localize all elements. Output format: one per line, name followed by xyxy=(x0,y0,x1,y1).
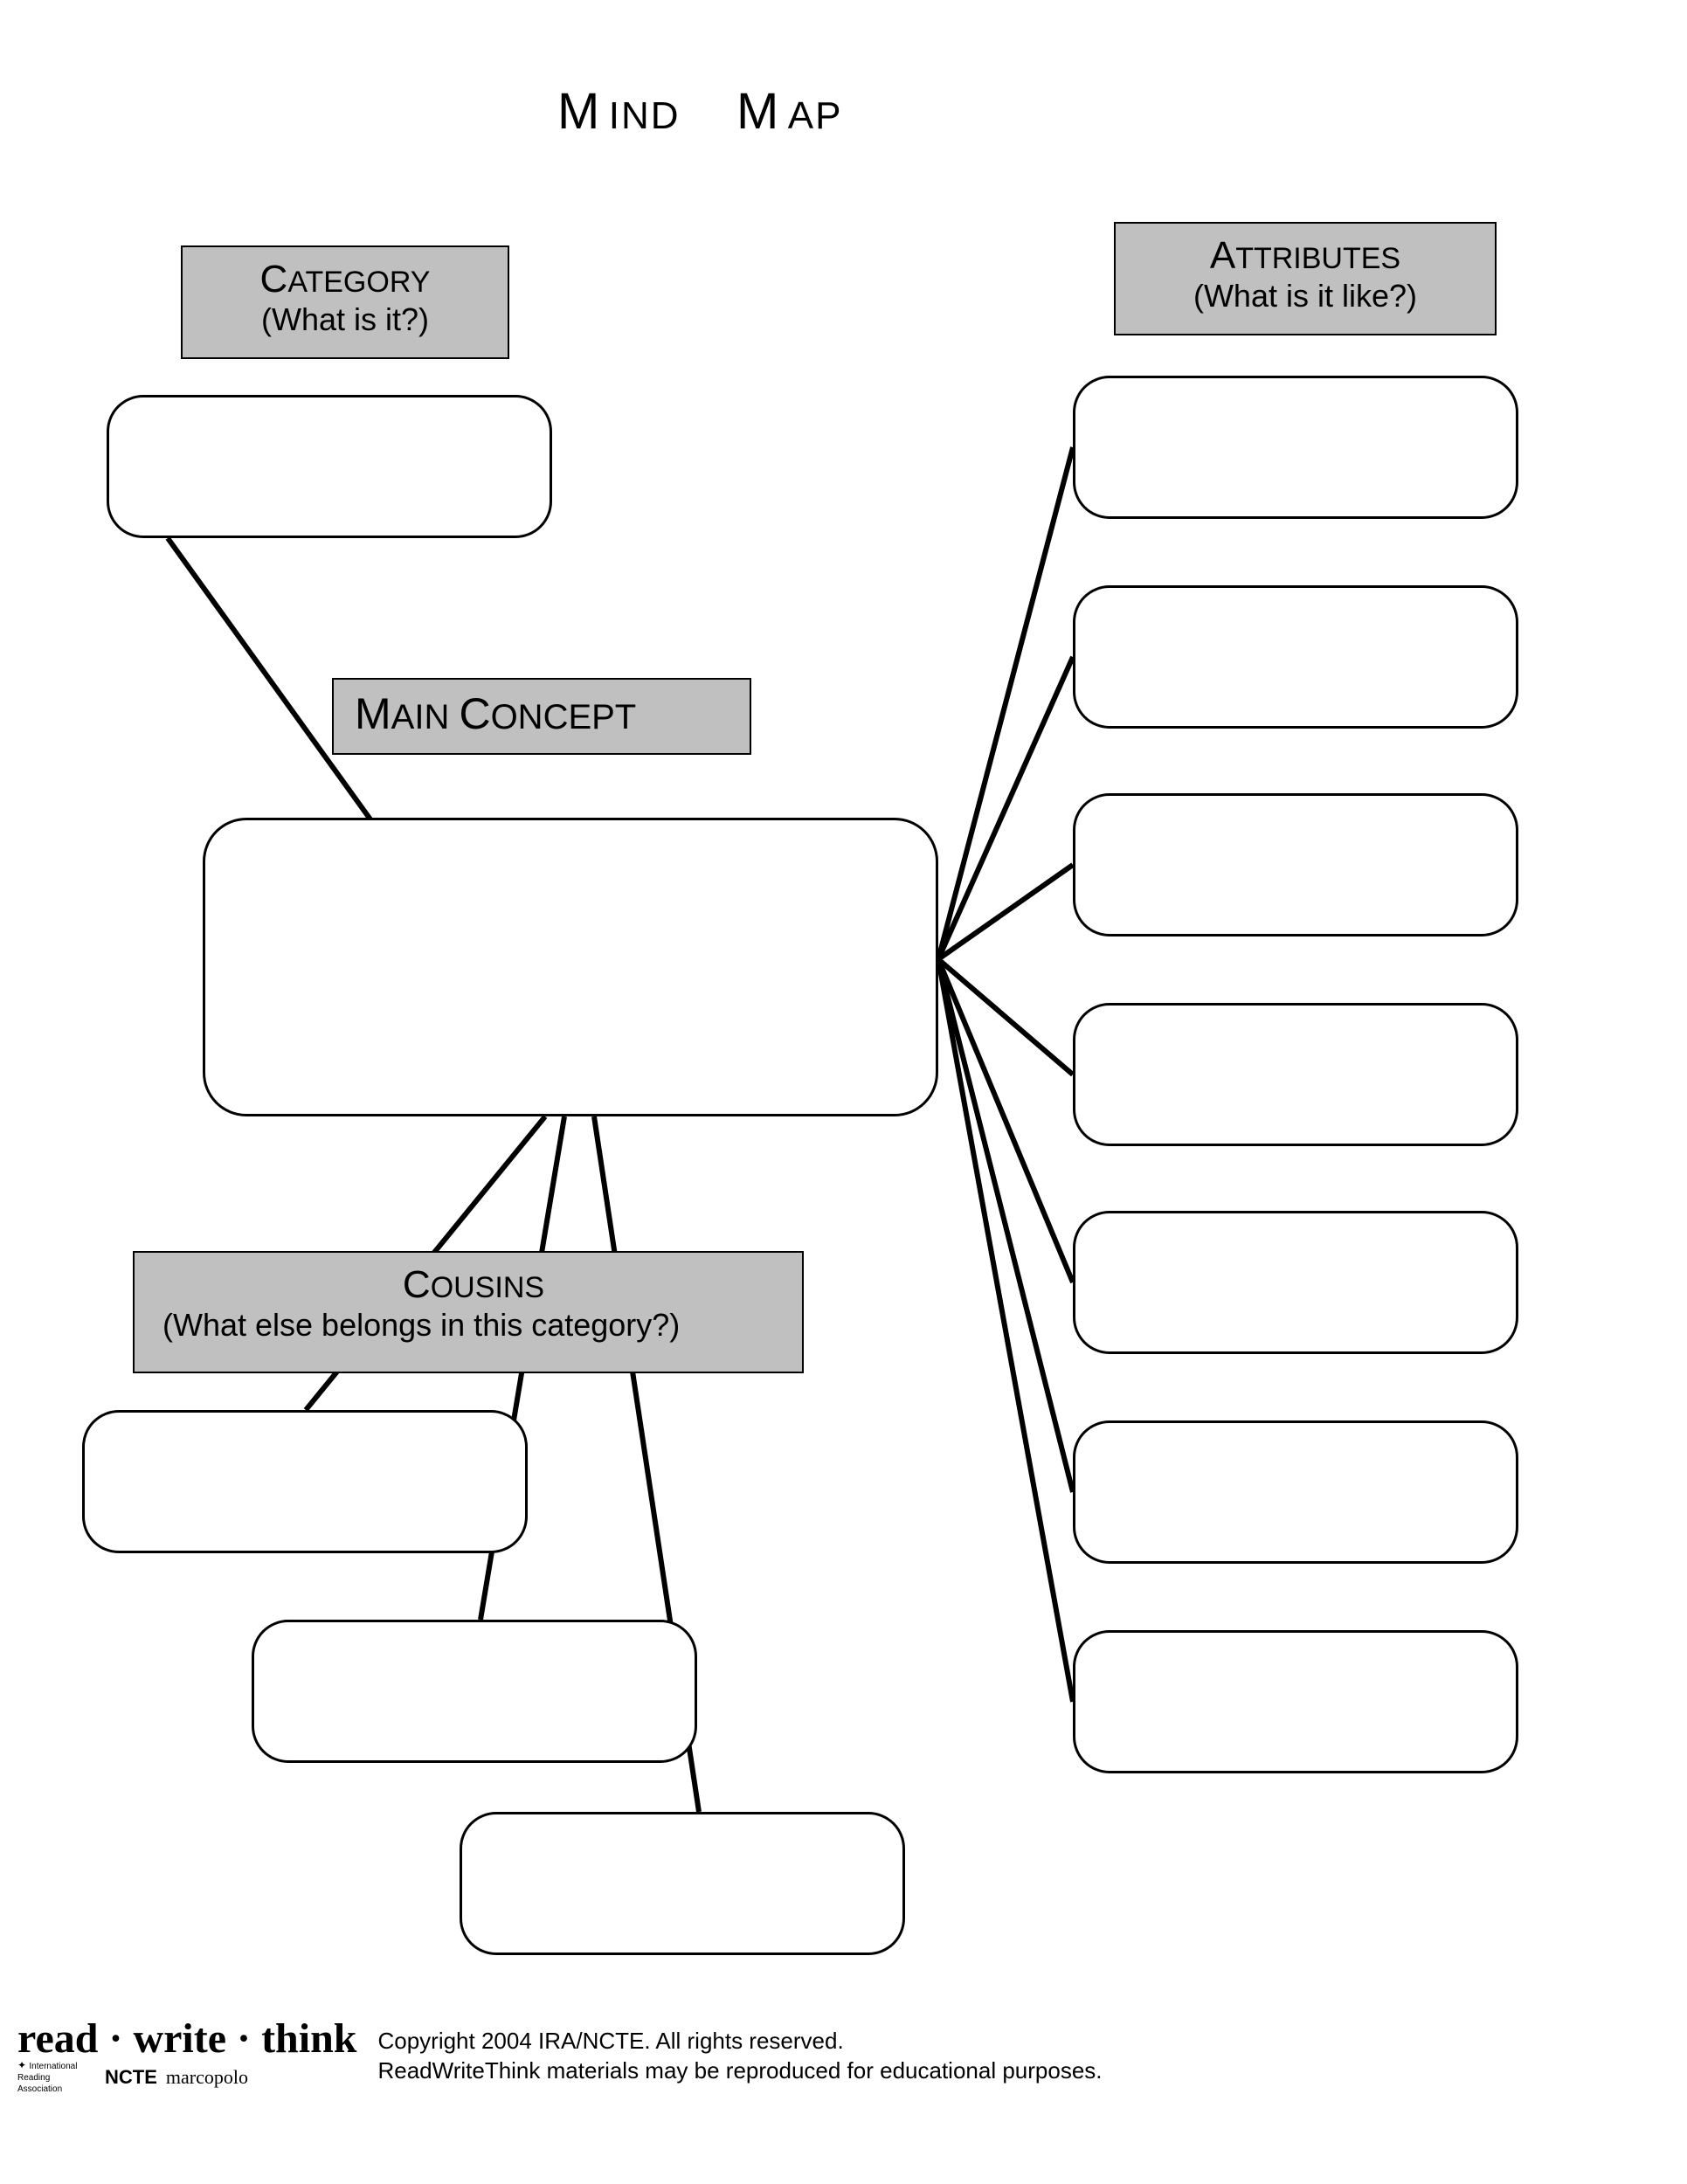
footer-ira-icon: ✦ International Reading Association xyxy=(17,2060,96,2094)
attribute-box xyxy=(1073,376,1518,519)
title-ap: AP xyxy=(788,94,843,138)
category-header: CATEGORY (What is it?) xyxy=(181,245,509,359)
attribute-box xyxy=(1073,1211,1518,1354)
footer-copy-line2: ReadWriteThink materials may be reproduc… xyxy=(377,2056,1102,2086)
cousins-subtitle: (What else belongs in this category?) xyxy=(162,1307,785,1344)
attribute-box xyxy=(1073,585,1518,729)
main-concept-box xyxy=(203,818,938,1116)
category-subtitle: (What is it?) xyxy=(200,301,490,338)
footer-brand: read · write · think xyxy=(17,2018,356,2060)
cousin-box xyxy=(252,1620,697,1763)
cousin-box xyxy=(460,1812,905,1955)
footer-copy-line1: Copyright 2004 IRA/NCTE. All rights rese… xyxy=(377,2027,1102,2056)
title-m2: M xyxy=(736,82,778,141)
category-title: CATEGORY xyxy=(200,258,490,301)
attributes-header: ATTRIBUTES (What is it like?) xyxy=(1114,222,1497,335)
footer-copyright: Copyright 2004 IRA/NCTE. All rights rese… xyxy=(377,2027,1102,2086)
footer-brand-sub: ✦ International Reading Association NCTE… xyxy=(17,2060,356,2094)
mind-map-page: M IND M AP CATEGORY (What is it?) ATTRIB… xyxy=(0,0,1687,2184)
footer: read · write · think ✦ International Rea… xyxy=(17,2018,1103,2094)
footer-brand-block: read · write · think ✦ International Rea… xyxy=(17,2018,356,2094)
category-box xyxy=(107,395,552,538)
attribute-box xyxy=(1073,793,1518,936)
main-concept-label: MAIN CONCEPT xyxy=(332,678,751,755)
attributes-subtitle: (What is it like?) xyxy=(1133,278,1477,314)
cousins-header: COUSINS (What else belongs in this categ… xyxy=(133,1251,804,1373)
title-ind: IND xyxy=(609,94,681,138)
attribute-box xyxy=(1073,1420,1518,1564)
attribute-box xyxy=(1073,1003,1518,1146)
page-title: M IND M AP xyxy=(557,82,843,141)
cousins-title: COUSINS xyxy=(162,1263,785,1307)
attributes-title: ATTRIBUTES xyxy=(1133,234,1477,278)
cousin-box xyxy=(82,1410,528,1553)
title-m1: M xyxy=(557,82,599,141)
attribute-box xyxy=(1073,1630,1518,1773)
footer-ncte: NCTE xyxy=(105,2066,157,2089)
footer-marcopolo: marcopolo xyxy=(166,2066,248,2089)
